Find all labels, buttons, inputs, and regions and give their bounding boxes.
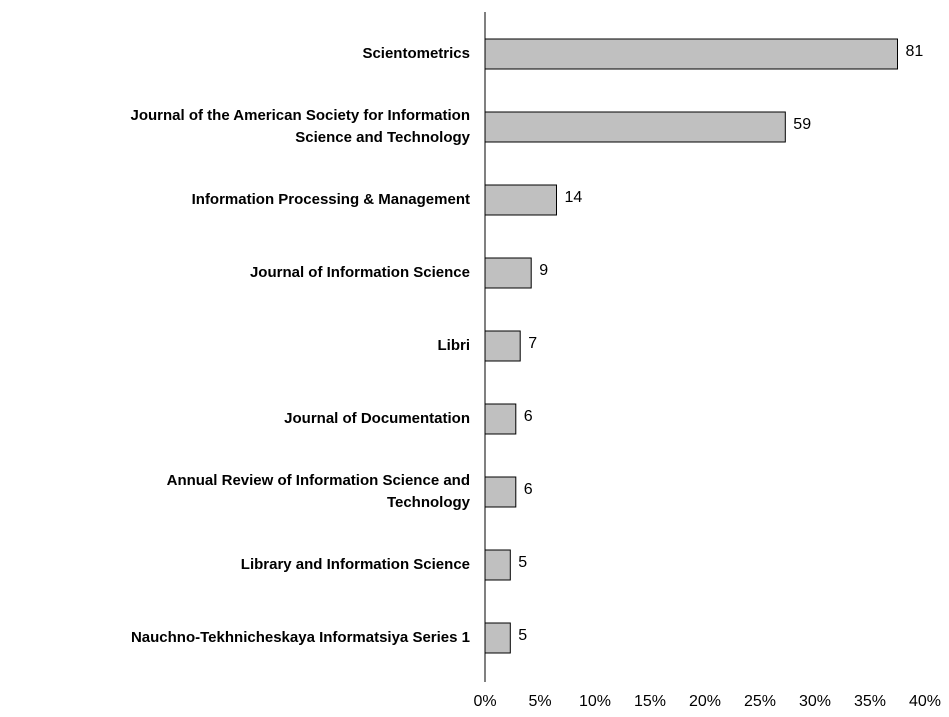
x-tick-label: 10% bbox=[579, 693, 611, 710]
category-label: Annual Review of Information Science and… bbox=[167, 472, 471, 511]
data-label: 6 bbox=[524, 408, 533, 425]
bar bbox=[484, 403, 517, 435]
bar bbox=[484, 111, 786, 143]
data-label: 14 bbox=[565, 189, 583, 206]
x-tick-label: 5% bbox=[528, 693, 551, 710]
bar bbox=[484, 330, 521, 362]
category-label: Journal of Documentation bbox=[284, 410, 470, 427]
x-tick-label: 0% bbox=[473, 693, 496, 710]
category-label-line: Journal of Documentation bbox=[284, 410, 470, 427]
x-tick-label: 40% bbox=[909, 693, 941, 710]
category-label-line: Technology bbox=[387, 494, 471, 511]
data-label: 59 bbox=[793, 116, 811, 133]
data-label: 6 bbox=[524, 481, 533, 498]
x-tick-label: 20% bbox=[689, 693, 721, 710]
category-label: Journal of Information Science bbox=[250, 264, 470, 281]
bar bbox=[484, 38, 898, 70]
data-label: 81 bbox=[906, 43, 924, 60]
category-label-line: Scientometrics bbox=[362, 45, 470, 62]
x-tick-label: 25% bbox=[744, 693, 776, 710]
data-label: 5 bbox=[518, 554, 527, 571]
category-label: Nauchno-Tekhnicheskaya Informatsiya Seri… bbox=[131, 629, 470, 646]
category-label: Scientometrics bbox=[362, 45, 470, 62]
x-tick-label: 30% bbox=[799, 693, 831, 710]
data-label: 7 bbox=[528, 335, 537, 352]
category-label: Journal of the American Society for Info… bbox=[131, 107, 471, 146]
data-label: 9 bbox=[539, 262, 548, 279]
category-label-line: Annual Review of Information Science and bbox=[167, 472, 470, 489]
category-label-line: Science and Technology bbox=[295, 129, 470, 146]
category-label: Libri bbox=[438, 337, 471, 354]
bar bbox=[484, 476, 517, 508]
bar bbox=[484, 184, 557, 216]
x-tick-label: 35% bbox=[854, 693, 886, 710]
category-label-line: Libri bbox=[438, 337, 471, 354]
bar bbox=[484, 257, 532, 289]
category-label: Library and Information Science bbox=[241, 556, 470, 573]
category-label-line: Journal of Information Science bbox=[250, 264, 470, 281]
bar bbox=[484, 549, 511, 581]
x-tick-label: 15% bbox=[634, 693, 666, 710]
category-label-line: Library and Information Science bbox=[241, 556, 470, 573]
category-label: Information Processing & Management bbox=[192, 191, 470, 208]
bar bbox=[484, 622, 511, 654]
category-label-line: Information Processing & Management bbox=[192, 191, 470, 208]
data-label: 5 bbox=[518, 627, 527, 644]
category-label-line: Journal of the American Society for Info… bbox=[131, 107, 471, 124]
category-label-line: Nauchno-Tekhnicheskaya Informatsiya Seri… bbox=[131, 629, 470, 646]
